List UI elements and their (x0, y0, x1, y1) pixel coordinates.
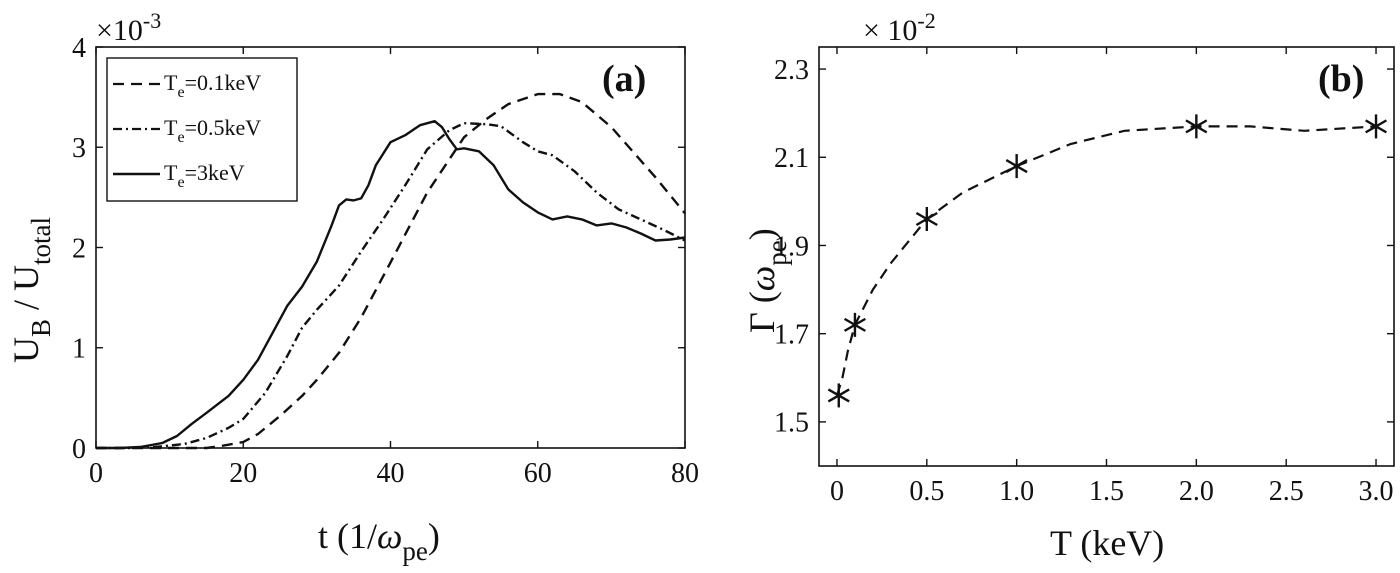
x-tick-label: 80 (671, 458, 699, 489)
fit-curve (835, 125, 1377, 396)
panel-b-series (827, 114, 1388, 408)
legend-label-0.5kev: Te=0.5keV (164, 115, 261, 146)
x-tick-label: 0.5 (909, 476, 944, 507)
y-tick-label: 1.7 (774, 319, 809, 350)
y-tick-label: 0 (72, 434, 86, 465)
data-point-marker (843, 312, 866, 337)
series-line-solid (96, 120, 686, 450)
y-tick-label: 3 (72, 133, 86, 164)
x-tick-label: 2.5 (1269, 476, 1304, 507)
x-tick-label: 1.5 (1089, 476, 1124, 507)
data-point-marker (1365, 114, 1388, 139)
panel-a-x-label: t (1/ωpe) (318, 516, 440, 566)
legend-label-0.1kev: Te=0.1keV (164, 70, 261, 101)
y-tick-label: 1 (72, 334, 86, 365)
panel-b-axes-box (818, 46, 1395, 467)
y-tick-label: 1.9 (774, 231, 809, 262)
panel-b-y-label: Γ (ωpe) (742, 228, 792, 333)
panel-a: 0 20 40 60 80 0 1 2 3 4 ×10-3 (a) Te=0.1keV Te=0.… (6, 8, 699, 566)
y-tick-label: 4 (72, 33, 86, 64)
panel-b-y-multiplier: × 10-2 (863, 8, 936, 47)
x-tick-label: 0 (89, 458, 103, 489)
series-line-dashed (96, 92, 686, 450)
panel-b-ticks: 0 0.5 1.0 1.5 2.0 2.5 3.0 1.5 1.7 1.9 2.1 2.3 (774, 47, 1394, 507)
x-tick-label: 2.0 (1179, 476, 1214, 507)
panel-a-series (96, 92, 686, 450)
x-tick-label: 1.0 (999, 476, 1034, 507)
panel-a-label: (a) (602, 58, 646, 100)
data-point-marker (827, 383, 850, 408)
panel-a-legend: Te=0.1keV Te=0.5keV Te=3keV (106, 57, 298, 202)
x-tick-label: 40 (377, 458, 405, 489)
y-tick-label: 1.5 (774, 408, 809, 439)
data-point-marker (1185, 114, 1208, 139)
panel-a-ticks: 0 20 40 60 80 0 1 2 3 4 (72, 33, 699, 489)
panel-a-y-multiplier: ×10-3 (96, 8, 161, 47)
x-tick-label: 60 (524, 458, 552, 489)
panel-b: 0 0.5 1.0 1.5 2.0 2.5 3.0 1.5 1.7 1.9 2.1 2.3 × 10-… (742, 8, 1395, 563)
data-point-marker (1005, 154, 1028, 179)
legend-label-3kev: Te=3keV (164, 160, 245, 191)
series-line-dashdot (96, 122, 686, 450)
x-tick-label: 20 (229, 458, 257, 489)
panel-a-y-label: UB / Utotal (6, 217, 56, 363)
y-tick-label: 2.3 (774, 55, 809, 86)
data-point-marker (915, 207, 938, 232)
y-tick-label: 2 (72, 233, 86, 264)
y-tick-label: 2.1 (774, 143, 809, 174)
panel-b-label: (b) (1318, 58, 1364, 100)
x-tick-label: 0 (830, 476, 844, 507)
panel-b-x-label: T (keV) (1050, 523, 1164, 563)
x-tick-label: 3.0 (1359, 476, 1394, 507)
